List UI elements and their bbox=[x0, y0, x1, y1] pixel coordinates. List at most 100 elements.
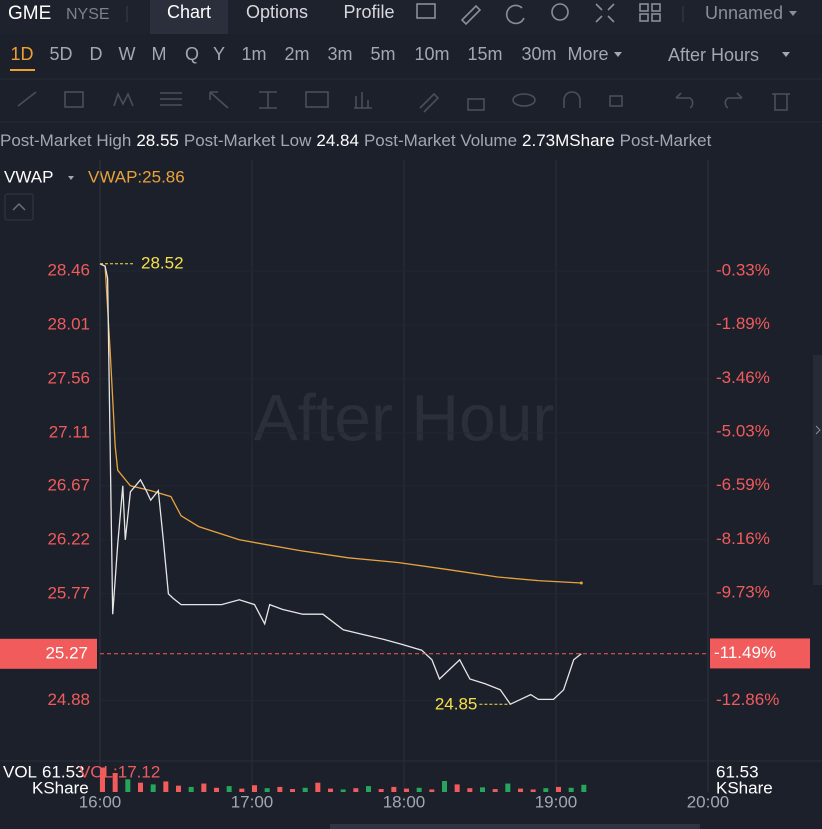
icon[interactable] bbox=[724, 92, 743, 109]
x-tick-label: 17:00 bbox=[231, 792, 274, 811]
icon[interactable] bbox=[512, 93, 536, 107]
y-tick-label: 28.01 bbox=[47, 314, 90, 333]
volume-bar bbox=[163, 781, 169, 792]
icon[interactable] bbox=[505, 4, 525, 25]
tab[interactable]: Profile bbox=[343, 2, 394, 22]
y-tick-label: 27.56 bbox=[47, 368, 90, 387]
x-tick-label: 20:00 bbox=[687, 792, 730, 811]
volume-max: 61.53 bbox=[716, 762, 759, 781]
dropdown-arrow bbox=[782, 52, 790, 57]
volume-max: 61.53 bbox=[42, 762, 85, 781]
volume-bar bbox=[112, 772, 118, 792]
volume-bar bbox=[429, 789, 435, 792]
icon[interactable] bbox=[209, 91, 229, 109]
timeframe[interactable]: 3m bbox=[327, 44, 352, 64]
timeframe[interactable]: 15m bbox=[467, 44, 502, 64]
toolbar-icons[interactable] bbox=[416, 3, 661, 26]
active-tab[interactable] bbox=[150, 0, 228, 34]
icon[interactable] bbox=[639, 13, 649, 22]
icon[interactable] bbox=[460, 4, 482, 26]
icon[interactable] bbox=[639, 3, 649, 12]
icon[interactable] bbox=[467, 98, 485, 111]
icon[interactable] bbox=[815, 425, 821, 435]
volume-bar bbox=[277, 786, 283, 792]
icon[interactable] bbox=[113, 91, 134, 107]
volume-bar bbox=[556, 786, 561, 792]
last-change-label: -11.49% bbox=[714, 643, 776, 662]
dropdown-arrow bbox=[789, 11, 797, 16]
volume-bar bbox=[315, 782, 321, 792]
volume-bar bbox=[518, 788, 523, 792]
icon[interactable] bbox=[354, 92, 372, 109]
scrollbar[interactable] bbox=[330, 824, 700, 829]
icon[interactable] bbox=[551, 3, 569, 21]
stat-value: 24.84 bbox=[316, 131, 359, 150]
timeframe[interactable]: 10m bbox=[414, 44, 449, 64]
timeframe[interactable]: 2m bbox=[284, 44, 309, 64]
timeframe[interactable]: Y bbox=[213, 44, 225, 64]
icon[interactable] bbox=[305, 91, 329, 108]
icon[interactable] bbox=[651, 13, 661, 22]
timeframe[interactable]: 1m bbox=[241, 44, 266, 64]
y2-tick-label: -0.33% bbox=[716, 261, 770, 280]
timeframe[interactable]: 5m bbox=[370, 44, 395, 64]
timeframe[interactable]: W bbox=[119, 44, 136, 64]
exchange: NYSE bbox=[66, 6, 110, 23]
tab[interactable]: Chart bbox=[167, 2, 211, 22]
icon[interactable] bbox=[17, 91, 37, 107]
stat-label: Post-Market High bbox=[0, 131, 131, 150]
indicator-name[interactable]: VWAP bbox=[4, 167, 53, 186]
icon[interactable] bbox=[563, 91, 581, 108]
timeframe[interactable]: More bbox=[567, 44, 608, 64]
icon[interactable] bbox=[675, 92, 694, 109]
y2-tick-label: -8.16% bbox=[716, 529, 770, 548]
volume-bar bbox=[353, 788, 359, 792]
timeframe[interactable]: 5D bbox=[49, 44, 72, 64]
volume-bar bbox=[176, 785, 181, 792]
volume-bar bbox=[505, 783, 511, 792]
volume-unit: KShare bbox=[716, 778, 773, 797]
timeframe[interactable]: D bbox=[90, 44, 103, 64]
drawing-tools[interactable] bbox=[17, 91, 790, 113]
last-change-box bbox=[710, 638, 810, 669]
icon[interactable] bbox=[772, 93, 790, 111]
stat-label: Post-Market Low bbox=[184, 131, 312, 150]
collapse-button[interactable] bbox=[4, 193, 34, 221]
volume-bar bbox=[492, 789, 498, 792]
stat-value: 28.55 bbox=[136, 131, 179, 150]
top-bar bbox=[0, 0, 822, 34]
layout-name[interactable]: Unnamed bbox=[705, 3, 783, 23]
y-tick-label: 26.67 bbox=[47, 475, 90, 494]
icon[interactable] bbox=[416, 3, 436, 19]
symbol: GME bbox=[8, 3, 51, 24]
volume-bar bbox=[454, 784, 460, 792]
tab[interactable]: Options bbox=[246, 2, 308, 22]
timeframe[interactable]: M bbox=[152, 44, 167, 64]
volume-bar bbox=[150, 784, 156, 792]
timeframe[interactable]: 30m bbox=[521, 44, 556, 64]
icon[interactable] bbox=[259, 91, 277, 109]
icon[interactable] bbox=[12, 202, 26, 211]
volume-bar bbox=[302, 787, 308, 792]
timeframe[interactable]: 1D bbox=[10, 44, 33, 64]
timeframe[interactable]: Q bbox=[185, 44, 199, 64]
icon[interactable] bbox=[419, 92, 440, 113]
icon[interactable] bbox=[160, 92, 182, 106]
icon[interactable] bbox=[651, 3, 661, 12]
session[interactable]: After Hours bbox=[668, 45, 759, 65]
y2-tick-label: -1.89% bbox=[716, 314, 770, 333]
icon[interactable] bbox=[595, 3, 615, 23]
volume-bar bbox=[214, 787, 219, 792]
y2-tick-label: -12.86% bbox=[716, 690, 779, 709]
volume-bar bbox=[226, 786, 232, 792]
timeframes: 1D 5D D W M Q Y 1m 2m 3m 5m 10m 15m 30m More bbox=[10, 44, 608, 64]
scrollbar[interactable] bbox=[813, 355, 822, 585]
volume-bar bbox=[581, 784, 587, 792]
y-tick-label: 26.22 bbox=[47, 529, 90, 548]
volume-bar bbox=[290, 789, 295, 792]
icon[interactable] bbox=[64, 91, 84, 108]
vwap-line bbox=[99, 263, 582, 584]
icon[interactable] bbox=[609, 95, 623, 107]
